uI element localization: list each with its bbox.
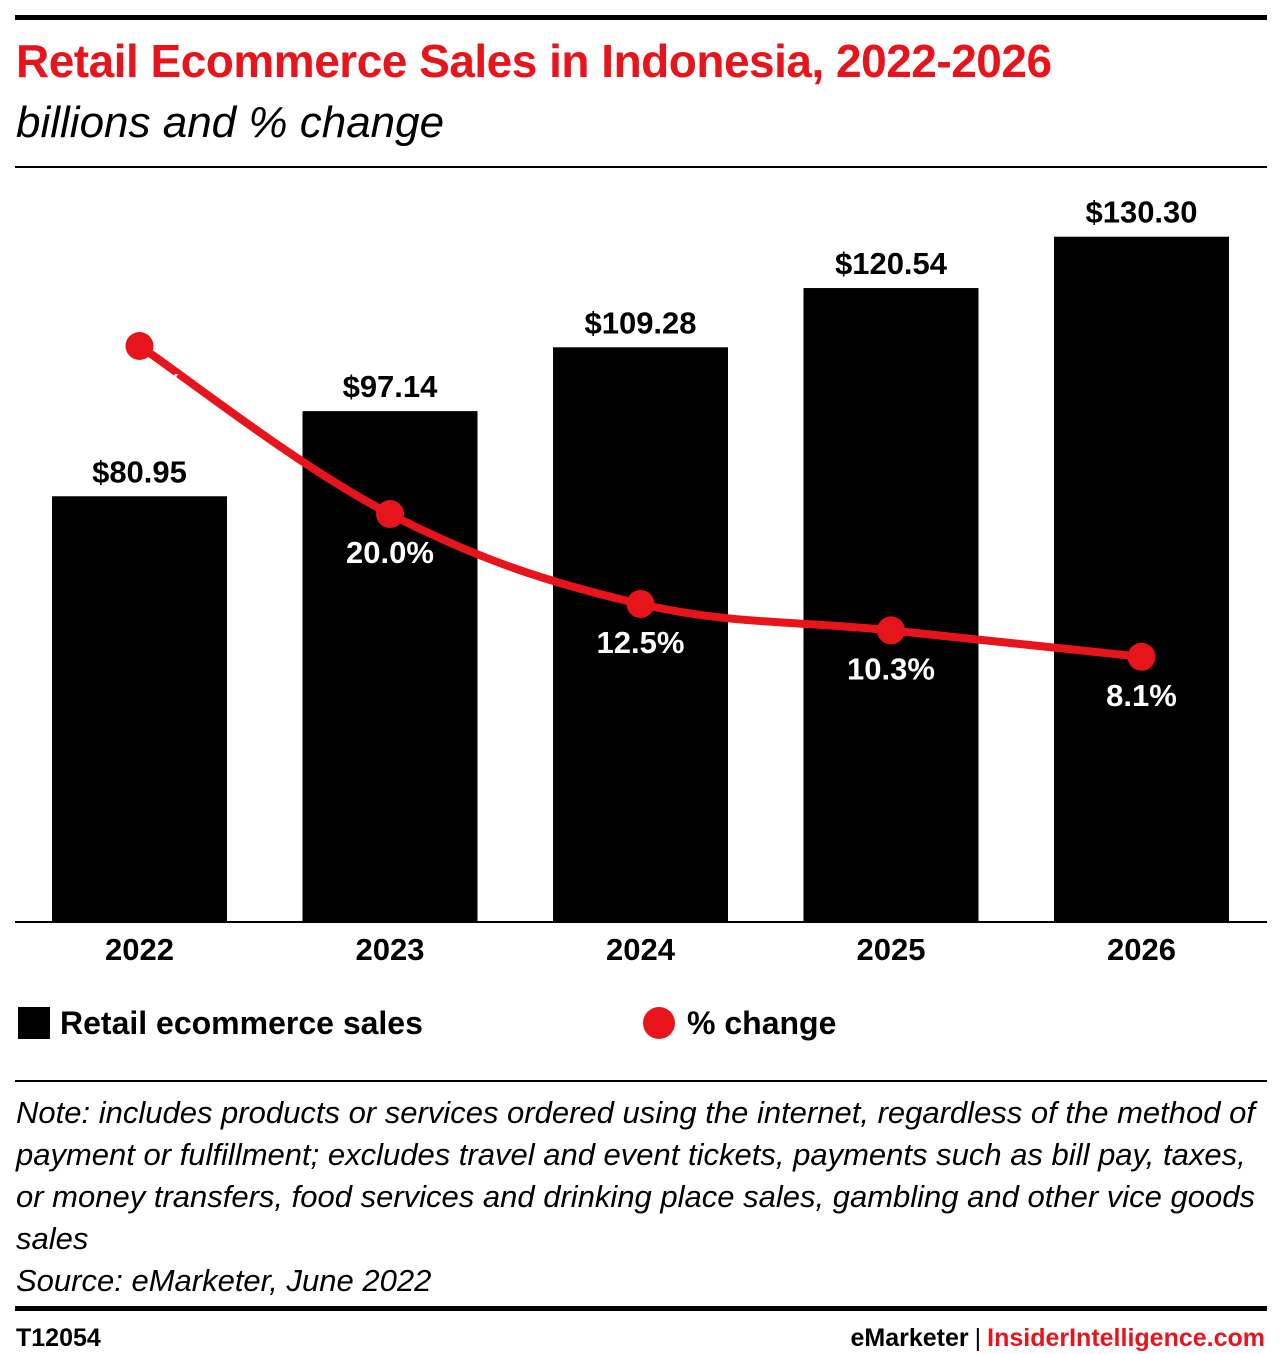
header-divider <box>15 166 1267 168</box>
brand-insider: InsiderIntelligence.com <box>987 1324 1265 1352</box>
notes-divider <box>15 1080 1267 1082</box>
bar-2025 <box>803 288 979 922</box>
legend-line: % change <box>643 1003 836 1043</box>
x-tick-2025: 2025 <box>857 932 926 967</box>
x-tick-2024: 2024 <box>606 932 676 967</box>
chart-title: Retail Ecommerce Sales in Indonesia, 202… <box>16 35 1052 87</box>
bar-value-label-2025: $120.54 <box>835 246 948 281</box>
legend-line-swatch <box>643 1007 675 1039</box>
pct-label-2024: 12.5% <box>597 625 685 660</box>
chart-id: T12054 <box>16 1324 101 1352</box>
legend-bar: Retail ecommerce sales <box>18 1003 423 1043</box>
bar-value-label-2023: $97.14 <box>343 369 439 404</box>
legend-line-label: % change <box>687 1004 837 1041</box>
pct-point-2024 <box>626 590 655 618</box>
footer-rule <box>15 1306 1267 1311</box>
bar-value-label-2022: $80.95 <box>92 454 187 489</box>
bar-2023 <box>302 411 478 922</box>
bars-group: $80.95 $97.14 $109.28 $120.54 $130.30 <box>52 195 1229 923</box>
pct-label-2023: 20.0% <box>346 535 434 570</box>
top-rule <box>15 15 1267 20</box>
chart-area: $80.95 $97.14 $109.28 $120.54 $130.30 34.0% 2… <box>15 195 1267 967</box>
pct-point-2026 <box>1127 642 1156 671</box>
x-tick-2023: 2023 <box>356 932 425 967</box>
pct-label-2026: 8.1% <box>1106 678 1177 713</box>
chart-subtitle: billions and % change <box>16 98 445 147</box>
legend-bar-label: Retail ecommerce sales <box>60 1004 423 1041</box>
bar-value-label-2024: $109.28 <box>584 305 696 340</box>
pct-line-group: 34.0% 20.0% 12.5% 10.3% 8.1% <box>96 332 1177 713</box>
notes: Note: includes products or services orde… <box>16 1092 1266 1302</box>
x-tick-2022: 2022 <box>105 932 174 967</box>
source-text: Source: eMarketer, June 2022 <box>16 1263 432 1298</box>
note-text: Note: includes products or services orde… <box>16 1095 1255 1256</box>
bar-2022 <box>52 496 227 922</box>
brand-emarketer: eMarketer <box>850 1324 969 1352</box>
pct-point-2023 <box>376 500 404 528</box>
bar-2026 <box>1054 236 1229 923</box>
pct-label-2022: 34.0% <box>96 367 184 402</box>
pct-point-2025 <box>877 616 905 645</box>
pct-point-2022 <box>125 332 154 360</box>
brand-separator: | <box>974 1324 982 1352</box>
legend-bar-swatch <box>18 1007 50 1039</box>
brand-credit: eMarketer | InsiderIntelligence.com <box>851 1324 1266 1353</box>
x-axis-ticks: 2022 2023 2024 2025 2026 <box>105 932 1176 967</box>
x-tick-2026: 2026 <box>1107 932 1176 967</box>
bar-2024 <box>553 347 728 922</box>
bar-value-label-2026: $130.30 <box>1085 195 1197 230</box>
pct-label-2025: 10.3% <box>847 651 935 686</box>
